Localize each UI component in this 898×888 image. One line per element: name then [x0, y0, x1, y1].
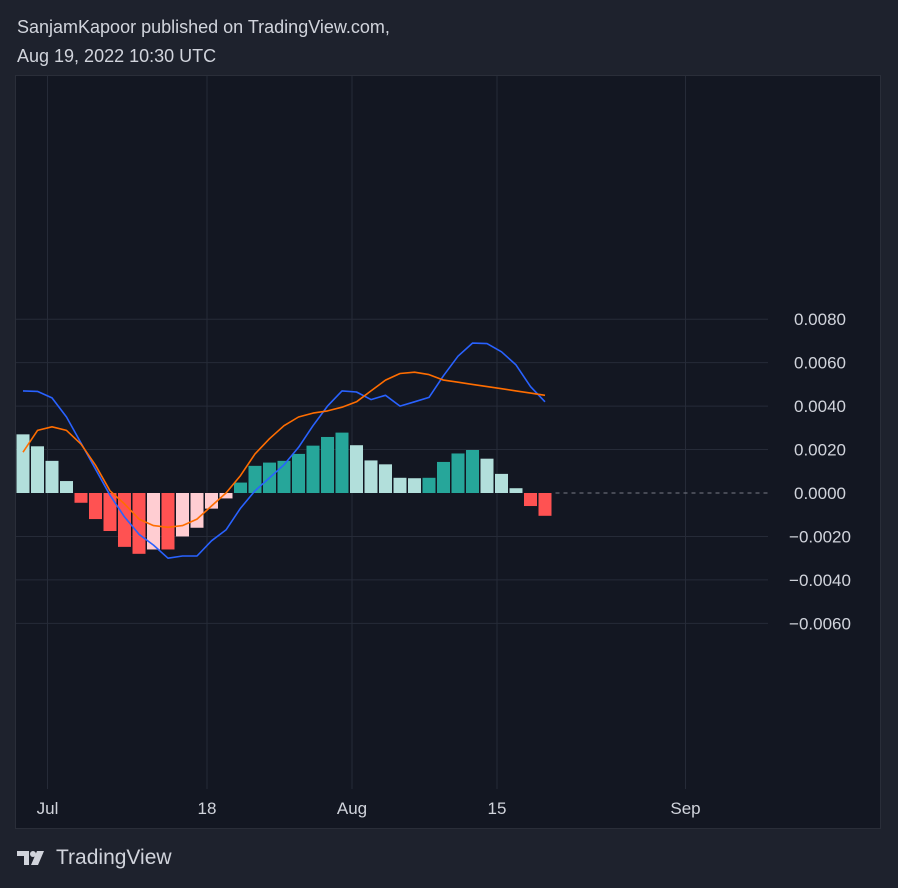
histogram-bar	[132, 493, 146, 554]
histogram-bar	[393, 477, 407, 493]
histogram-bar	[205, 493, 218, 509]
histogram-bar	[103, 493, 117, 532]
histogram-bar	[277, 460, 291, 493]
histogram-bar	[306, 445, 320, 493]
histogram-bar	[190, 493, 204, 528]
histogram-bar	[437, 461, 450, 493]
histogram-bar	[118, 493, 131, 547]
histogram-bar	[509, 488, 523, 493]
histogram-bar	[219, 493, 233, 499]
y-tick-label: −0.0020	[789, 527, 851, 546]
tradingview-logo-icon	[17, 851, 44, 865]
histogram-bar	[147, 493, 160, 550]
histogram-bar	[422, 477, 436, 493]
chart-panel[interactable]: 0.0080 0.0060 0.0040 0.0020 0.0000 −0.0020 −0.…	[15, 75, 881, 829]
y-tick-label: 0.0060	[794, 354, 846, 373]
y-tick-label: 0.0040	[794, 397, 846, 416]
histogram-bar	[248, 465, 262, 493]
histogram-bar	[176, 493, 189, 537]
histogram-bar	[321, 436, 334, 493]
x-tick-label: 18	[198, 799, 217, 818]
x-tick-label: Aug	[337, 799, 367, 818]
histogram-bar	[480, 458, 494, 493]
histogram-bar	[292, 453, 305, 493]
histogram-bar	[379, 464, 392, 493]
histogram-bar	[466, 449, 479, 493]
x-tick-label: 15	[488, 799, 507, 818]
histogram-bar	[60, 481, 73, 493]
publication-header: SanjamKapoor published on TradingView.co…	[17, 13, 390, 71]
publish-date: Aug 19, 2022 10:30 UTC	[17, 46, 217, 66]
histogram-bar	[74, 493, 88, 503]
footer: TradingView	[17, 845, 172, 871]
histogram-bar	[451, 453, 465, 493]
histogram-bar	[524, 493, 537, 507]
signal-line	[22, 371, 546, 529]
y-tick-label: 0.0080	[794, 310, 846, 329]
publisher-line: SanjamKapoor published on TradingView.co…	[17, 17, 390, 37]
histogram-bar	[350, 445, 363, 493]
histogram-bar	[89, 493, 102, 520]
histogram-bar	[16, 434, 30, 493]
histogram-bar	[45, 460, 59, 493]
histogram-bar	[234, 482, 247, 493]
histogram-bar	[408, 478, 421, 493]
x-tick-label: Sep	[670, 799, 700, 818]
tradingview-brand: TradingView	[56, 846, 172, 869]
x-tick-label: Jul	[37, 799, 59, 818]
y-tick-label: −0.0060	[789, 614, 851, 633]
y-tick-label: 0.0000	[794, 484, 846, 503]
histogram-bar	[31, 446, 44, 493]
histogram-bar	[335, 432, 349, 493]
macd-line	[22, 342, 546, 560]
y-tick-label: 0.0020	[794, 441, 846, 460]
histogram-bar	[538, 493, 552, 516]
histogram-bar	[495, 473, 508, 493]
histogram-bar	[364, 460, 378, 493]
histogram-bar	[161, 493, 175, 550]
macd-chart[interactable]: 0.0080 0.0060 0.0040 0.0020 0.0000 −0.0020 −0.…	[16, 76, 882, 830]
y-tick-label: −0.0040	[789, 571, 851, 590]
